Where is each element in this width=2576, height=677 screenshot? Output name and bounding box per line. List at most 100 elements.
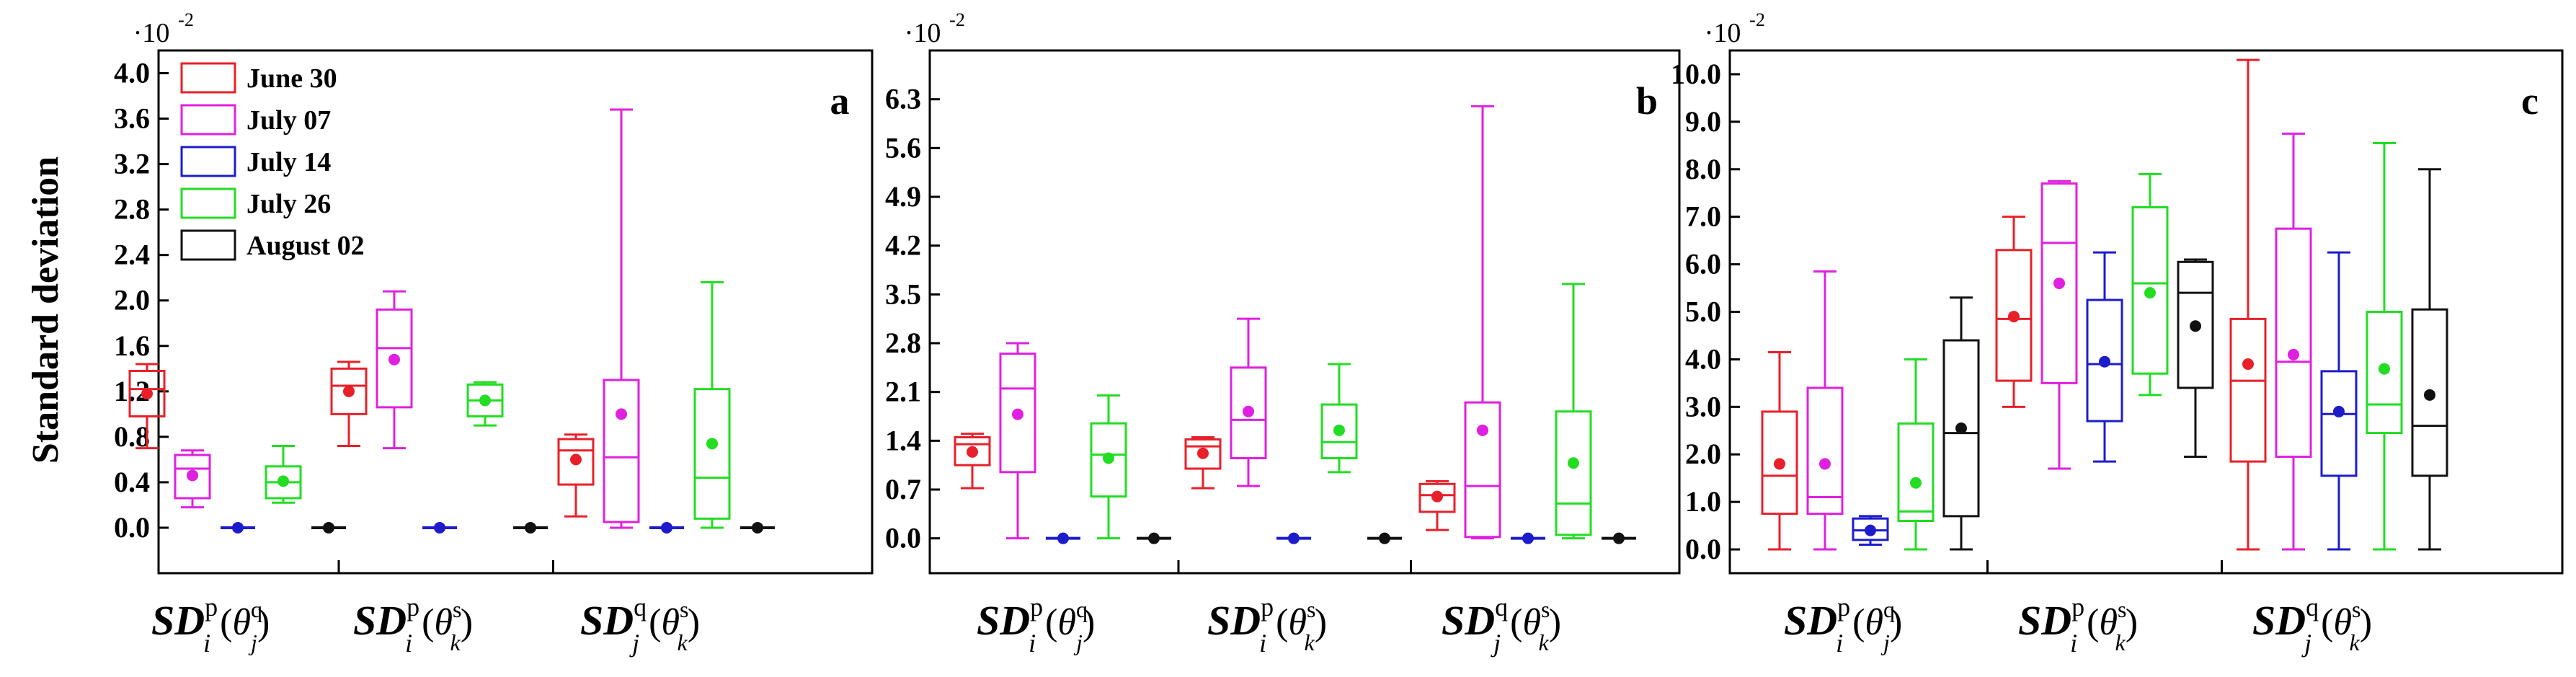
- box-b-june-30-g1: [1184, 436, 1222, 490]
- box-iqr: [2411, 308, 2448, 477]
- y-tick-label: 3.5: [885, 278, 921, 310]
- y-tick-label: 3.2: [114, 148, 150, 180]
- y-tick-label: 1.0: [1685, 485, 1721, 518]
- box-a-july-07-g2: [603, 108, 640, 529]
- box-iqr: [1897, 422, 1935, 522]
- category-label: SDp i (θs k): [2018, 593, 2138, 658]
- box-mean-point: [343, 385, 355, 397]
- category-label-part: θ: [2334, 602, 2353, 643]
- category-label-part: (: [2077, 602, 2099, 643]
- box-mean-point: [1477, 424, 1488, 436]
- box-iqr: [2177, 260, 2214, 389]
- box-c-july-07-g1: [2040, 180, 2078, 470]
- box-iqr: [693, 388, 731, 520]
- legend-swatch: [180, 229, 236, 261]
- box-iqr: [330, 367, 368, 415]
- box-iqr: [1761, 410, 1798, 516]
- category-label-part: s: [2118, 596, 2126, 622]
- box-c-june-30-g2: [2229, 58, 2267, 551]
- category-label-part: i: [405, 629, 412, 658]
- box-iqr: [2131, 206, 2169, 375]
- box-mean-point: [1243, 405, 1254, 417]
- box-a-july-26-g2: [693, 281, 731, 529]
- box-mean-point: [2190, 320, 2201, 332]
- box-c-july-07-g0: [1806, 270, 1844, 551]
- legend-swatch: [180, 62, 236, 94]
- exponent-power: -2: [949, 9, 965, 30]
- category-label-part: j: [1880, 629, 1890, 655]
- legend-swatch: [180, 146, 236, 177]
- box-iqr: [2320, 370, 2358, 477]
- y-tick-label: 0.7: [885, 473, 921, 505]
- box-mean-point: [1613, 532, 1625, 544]
- box-mean-point: [2242, 358, 2254, 370]
- box-c-july-14-g1: [2086, 251, 2123, 463]
- y-tick-label: 2.4: [114, 239, 150, 271]
- box-iqr: [1090, 422, 1127, 498]
- box-iqr: [2229, 317, 2267, 463]
- category-label-part: s: [680, 596, 688, 622]
- box-c-july-14-g0: [1852, 515, 1889, 546]
- box-a-july-07-g1: [376, 290, 413, 450]
- category-label-part: j: [1491, 629, 1501, 658]
- legend-label: July 14: [247, 147, 331, 177]
- box-mean-point: [187, 469, 198, 482]
- box-b-july-07-g2: [1464, 105, 1501, 540]
- box-iqr: [1320, 403, 1358, 459]
- box-mean-point: [323, 521, 334, 534]
- box-mean-point: [2099, 355, 2110, 368]
- box-b-june-30-g0: [954, 433, 991, 490]
- box-iqr: [128, 369, 166, 418]
- legend-label: July 26: [247, 189, 331, 219]
- category-label: SDp i (θs k): [1207, 593, 1327, 658]
- box-a-august-02-g0: [311, 521, 346, 534]
- category-label-part: (: [639, 602, 661, 643]
- category-label-part: k: [450, 629, 461, 655]
- category-label-part: SD: [1784, 597, 1837, 644]
- box-b-august-02-g1: [1367, 532, 1402, 544]
- box-a-august-02-g1: [513, 521, 548, 534]
- box-a-june-30-g1: [330, 360, 368, 447]
- box-mean-point: [2008, 311, 2020, 323]
- category-label: SDq j (θs k): [580, 593, 700, 658]
- category-label-part: SD: [151, 597, 205, 644]
- category-label-part: ): [257, 602, 270, 643]
- box-iqr: [603, 379, 640, 523]
- category-label-part: θ: [1865, 602, 1884, 643]
- y-tick-label: 4.0: [114, 57, 150, 89]
- panel-frame: [157, 49, 874, 575]
- category-label-part: (: [1036, 602, 1057, 643]
- category-label-part: (: [412, 602, 434, 643]
- category-label: SDp i (θq j): [977, 593, 1095, 658]
- box-c-august-02-g1: [2177, 258, 2214, 459]
- box-mean-point: [1379, 532, 1390, 544]
- box-mean-point: [570, 453, 582, 466]
- box-c-august-02-g2: [2411, 168, 2448, 551]
- exponent-label: ·10: [133, 18, 170, 48]
- box-mean-point: [2288, 348, 2299, 360]
- box-iqr: [1184, 438, 1222, 470]
- box-iqr: [376, 308, 413, 409]
- category-label-part: SD: [353, 597, 407, 644]
- panel-label: a: [830, 79, 850, 123]
- box-mean-point: [752, 521, 763, 534]
- box-b-july-14-g1: [1276, 532, 1311, 544]
- box-mean-point: [479, 394, 491, 407]
- category-label-part: k: [1539, 629, 1550, 655]
- box-b-july-07-g0: [999, 342, 1036, 540]
- category-label-part: (: [1843, 602, 1865, 643]
- y-tick-label: 0.0: [885, 522, 921, 554]
- category-label-part: SD: [580, 597, 634, 644]
- box-mean-point: [277, 475, 289, 487]
- box-iqr: [2275, 227, 2312, 459]
- category-label: SDq j (θs k): [1442, 593, 1561, 658]
- box-iqr: [1995, 249, 2033, 382]
- category-label-part: ): [688, 602, 700, 643]
- category-label-part: (: [2311, 602, 2333, 643]
- box-iqr: [999, 353, 1036, 474]
- category-label-part: s: [1541, 596, 1550, 622]
- category-label-part: SD: [2252, 597, 2306, 644]
- box-mean-point: [1288, 532, 1300, 544]
- box-c-july-26-g2: [2366, 142, 2403, 551]
